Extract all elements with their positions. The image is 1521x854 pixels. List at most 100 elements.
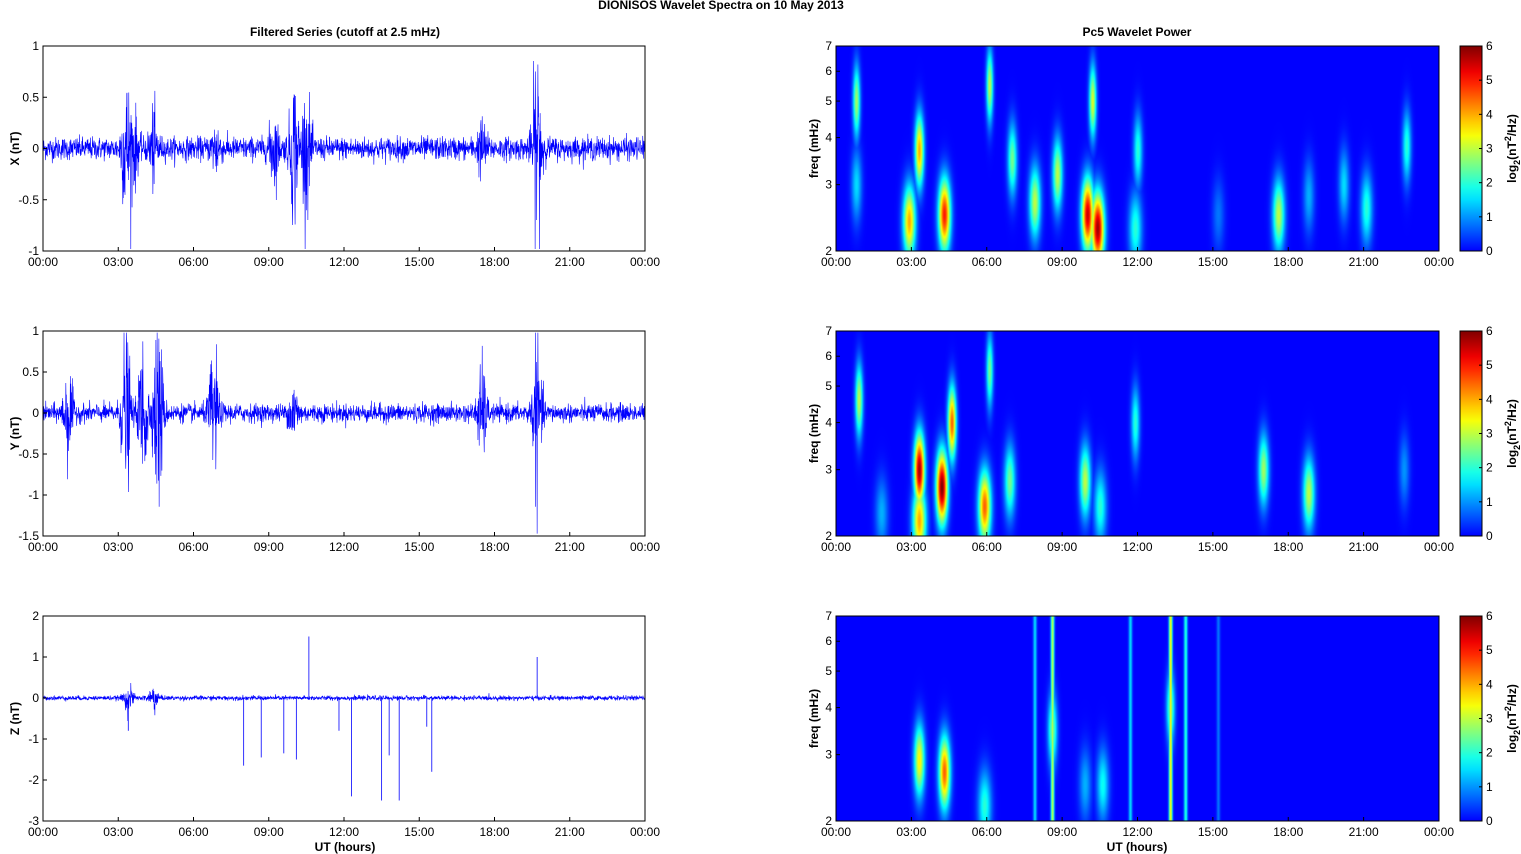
wavelet-x-tick-label: 21:00 xyxy=(1349,255,1379,269)
series-x-tick-label: 03:00 xyxy=(103,540,133,554)
left-x-axis-label: UT (hours) xyxy=(315,840,376,854)
wavelet-y-tick-label: 7 xyxy=(825,609,832,623)
series-y-tick-label: -3 xyxy=(28,814,39,828)
wavelet-x-tick-label: 00:00 xyxy=(821,825,851,839)
plot-area: -1 -0.5 0 0.5 1 00:00 03:00 06:00 09:00 12:00 15:0… xyxy=(8,39,1521,839)
series-x-tick-label: 06:00 xyxy=(178,540,208,554)
wavelet-y-tick-label: 4 xyxy=(825,416,832,430)
wavelet-y-tick-label: 3 xyxy=(825,748,832,762)
colorbar-tick-label: 1 xyxy=(1486,495,1493,509)
colorbar-tick-label: 2 xyxy=(1486,746,1493,760)
wavelet-y-tick-label: 4 xyxy=(825,701,832,715)
series-x-tick-label: 00:00 xyxy=(28,540,58,554)
wavelet-y-tick-label: 3 xyxy=(825,463,832,477)
wavelet-x-tick-label: 03:00 xyxy=(896,540,926,554)
colorbar-tick-label: 6 xyxy=(1486,324,1493,338)
wavelet-power-map xyxy=(836,46,1439,251)
colorbar-tick-label: 5 xyxy=(1486,358,1493,372)
series-x-tick-label: 00:00 xyxy=(28,825,58,839)
series-y-tick-label: 1 xyxy=(32,39,39,53)
series-y-tick-label: 2 xyxy=(32,609,39,623)
series-x-tick-label: 21:00 xyxy=(555,255,585,269)
series-x-tick-label: 09:00 xyxy=(254,540,284,554)
right-x-axis-label: UT (hours) xyxy=(1107,840,1168,854)
series-trace-x xyxy=(42,61,646,249)
colorbar xyxy=(1459,615,1483,822)
wavelet-panel-z: 2 3 4 5 6 7 00:00 03:00 06:00 09:00 12:00 15:00 18:0… xyxy=(807,609,1521,839)
colorbar-label: log2(nT2/Hz) xyxy=(1503,684,1521,753)
series-x-tick-label: 18:00 xyxy=(479,540,509,554)
colorbar-tick-label: 0 xyxy=(1486,529,1493,543)
wavelet-x-tick-label: 21:00 xyxy=(1349,540,1379,554)
series-x-tick-label: 12:00 xyxy=(329,825,359,839)
series-panel-z: -3 -2 -1 0 1 2 00:00 03:00 06:00 09:00 12:00 15:00 1… xyxy=(8,609,660,839)
wavelet-x-tick-label: 12:00 xyxy=(1122,540,1152,554)
colorbar-tick-label: 6 xyxy=(1486,39,1493,53)
wavelet-x-tick-label: 06:00 xyxy=(972,255,1002,269)
series-x-tick-label: 00:00 xyxy=(630,255,660,269)
series-x-tick-label: 00:00 xyxy=(28,255,58,269)
figure-title: DIONISOS Wavelet Spectra on 10 May 2013 xyxy=(598,0,844,12)
series-y-tick-label: -2 xyxy=(28,773,39,787)
wavelet-x-tick-label: 12:00 xyxy=(1122,825,1152,839)
series-x-tick-label: 12:00 xyxy=(329,540,359,554)
wavelet-y-tick-label: 5 xyxy=(825,94,832,108)
series-y-tick-label: 0 xyxy=(32,142,39,156)
wavelet-x-tick-label: 00:00 xyxy=(1424,255,1454,269)
wavelet-y-label: freq (mHz) xyxy=(807,119,821,178)
wavelet-x-tick-label: 12:00 xyxy=(1122,255,1152,269)
colorbar-tick-label: 4 xyxy=(1486,392,1493,406)
series-y-tick-label: 1 xyxy=(32,650,39,664)
wavelet-x-tick-label: 15:00 xyxy=(1198,540,1228,554)
wavelet-y-tick-label: 3 xyxy=(825,178,832,192)
wavelet-x-tick-label: 03:00 xyxy=(896,255,926,269)
wavelet-x-tick-label: 18:00 xyxy=(1273,255,1303,269)
series-y-label: Y (nT) xyxy=(8,417,22,451)
series-x-tick-label: 03:00 xyxy=(103,825,133,839)
colorbar-tick-label: 4 xyxy=(1486,107,1493,121)
colorbar-label: log2(nT2/Hz) xyxy=(1503,114,1521,183)
wavelet-y-tick-label: 2 xyxy=(825,529,832,543)
wavelet-x-tick-label: 00:00 xyxy=(1424,540,1454,554)
wavelet-y-tick-label: 7 xyxy=(825,39,832,53)
wavelet-panel-y: 2 3 4 5 6 7 00:00 03:00 06:00 09:00 12:00 15:00 18:0… xyxy=(807,324,1521,554)
series-panel-x: -1 -0.5 0 0.5 1 00:00 03:00 06:00 09:00 12:00 15:0… xyxy=(8,39,660,269)
series-x-tick-label: 18:00 xyxy=(479,825,509,839)
colorbar-tick-label: 2 xyxy=(1486,461,1493,475)
wavelet-x-tick-label: 06:00 xyxy=(972,825,1002,839)
series-y-tick-label: 1 xyxy=(32,324,39,338)
wavelet-y-tick-label: 6 xyxy=(825,349,832,363)
colorbar xyxy=(1459,45,1483,252)
wavelet-y-tick-label: 5 xyxy=(825,664,832,678)
wavelet-x-tick-label: 09:00 xyxy=(1047,540,1077,554)
wavelet-x-tick-label: 15:00 xyxy=(1198,255,1228,269)
wavelet-y-tick-label: 5 xyxy=(825,379,832,393)
series-x-tick-label: 12:00 xyxy=(329,255,359,269)
series-trace-z xyxy=(42,682,646,721)
series-y-tick-label: -1.5 xyxy=(18,529,39,543)
wavelet-y-label: freq (mHz) xyxy=(807,689,821,748)
wavelet-x-tick-label: 06:00 xyxy=(972,540,1002,554)
series-x-tick-label: 00:00 xyxy=(630,540,660,554)
series-x-tick-label: 06:00 xyxy=(178,825,208,839)
colorbar-tick-label: 2 xyxy=(1486,176,1493,190)
series-x-tick-label: 09:00 xyxy=(254,255,284,269)
wavelet-x-tick-label: 15:00 xyxy=(1198,825,1228,839)
series-x-tick-label: 03:00 xyxy=(103,255,133,269)
series-y-tick-label: 0 xyxy=(32,406,39,420)
wavelet-power-map xyxy=(836,616,1439,821)
colorbar-tick-label: 1 xyxy=(1486,210,1493,224)
wavelet-x-tick-label: 18:00 xyxy=(1273,540,1303,554)
series-y-tick-label: -1 xyxy=(28,488,39,502)
colorbar-tick-label: 5 xyxy=(1486,73,1493,87)
series-y-tick-label: 0.5 xyxy=(22,90,39,104)
colorbar-tick-label: 3 xyxy=(1486,142,1493,156)
wavelet-y-tick-label: 4 xyxy=(825,131,832,145)
series-y-tick-label: -0.5 xyxy=(18,447,39,461)
series-background xyxy=(43,331,645,536)
series-y-tick-label: 0 xyxy=(32,691,39,705)
colorbar-tick-label: 0 xyxy=(1486,814,1493,828)
wavelet-x-tick-label: 00:00 xyxy=(821,255,851,269)
colorbar-tick-label: 4 xyxy=(1486,677,1493,691)
wavelet-y-tick-label: 6 xyxy=(825,64,832,78)
